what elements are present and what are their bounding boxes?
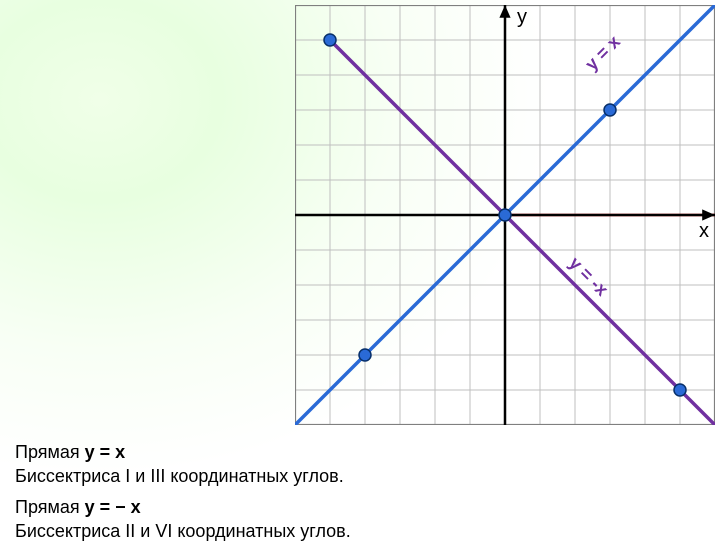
axis-label-y: y (517, 6, 527, 28)
caption-text: Прямая y = xБиссектриса I и III координа… (15, 442, 344, 486)
line-y_eq_neg_x (330, 40, 715, 425)
axis-label-x: x (699, 220, 709, 242)
coordinate-chart: y x y = x y = -x (295, 5, 715, 425)
plot-point (324, 34, 336, 46)
plot-point (604, 104, 616, 116)
line-label-y_eq_neg_x: y = -x (565, 253, 612, 300)
plot-point (499, 209, 511, 221)
plot-point (359, 349, 371, 361)
caption-text: Прямая y = − xБиссектриса II и VI коорди… (15, 497, 351, 541)
plot-point (674, 384, 686, 396)
caption-y-eq-x: Прямая y = xБиссектриса I и III координа… (15, 440, 344, 489)
caption-y-eq-neg-x: Прямая y = − xБиссектриса II и VI коорди… (15, 495, 351, 544)
line-label-y_eq_x: y = x (581, 32, 624, 75)
